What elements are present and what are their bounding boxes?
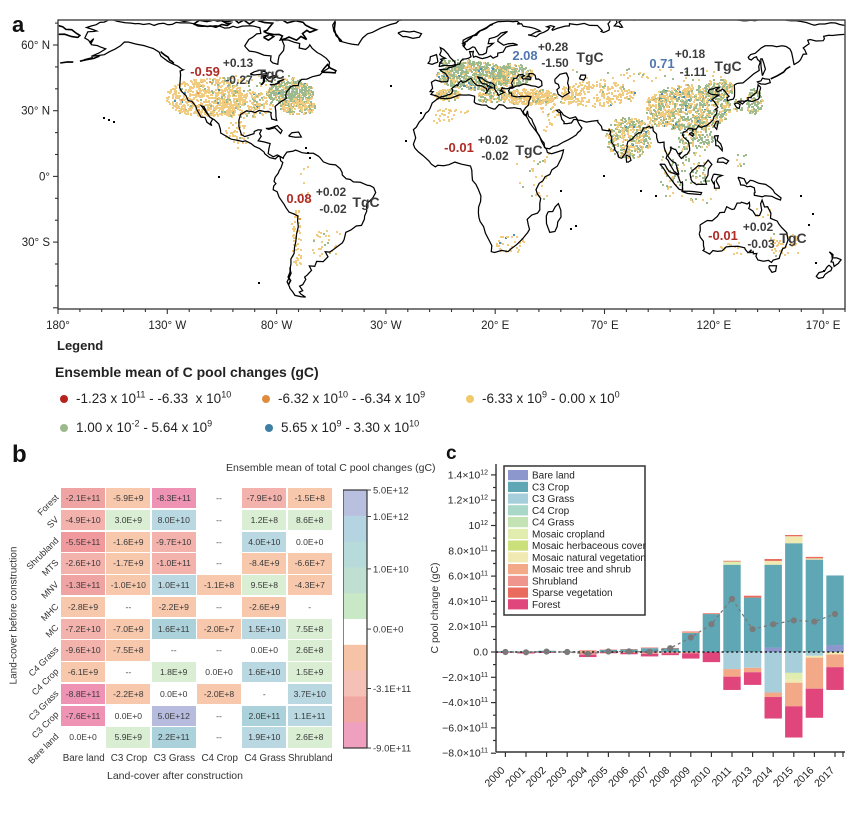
svg-text:a: a [12,12,25,37]
